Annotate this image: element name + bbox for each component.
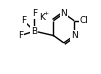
Text: +: + (43, 11, 48, 16)
Text: N: N (71, 31, 78, 40)
Text: Cl: Cl (79, 16, 88, 25)
Text: B: B (31, 27, 37, 36)
Text: F: F (32, 9, 37, 18)
Text: K: K (39, 13, 45, 22)
Text: N: N (60, 9, 67, 18)
Text: F: F (21, 16, 26, 25)
Text: F: F (18, 31, 23, 40)
